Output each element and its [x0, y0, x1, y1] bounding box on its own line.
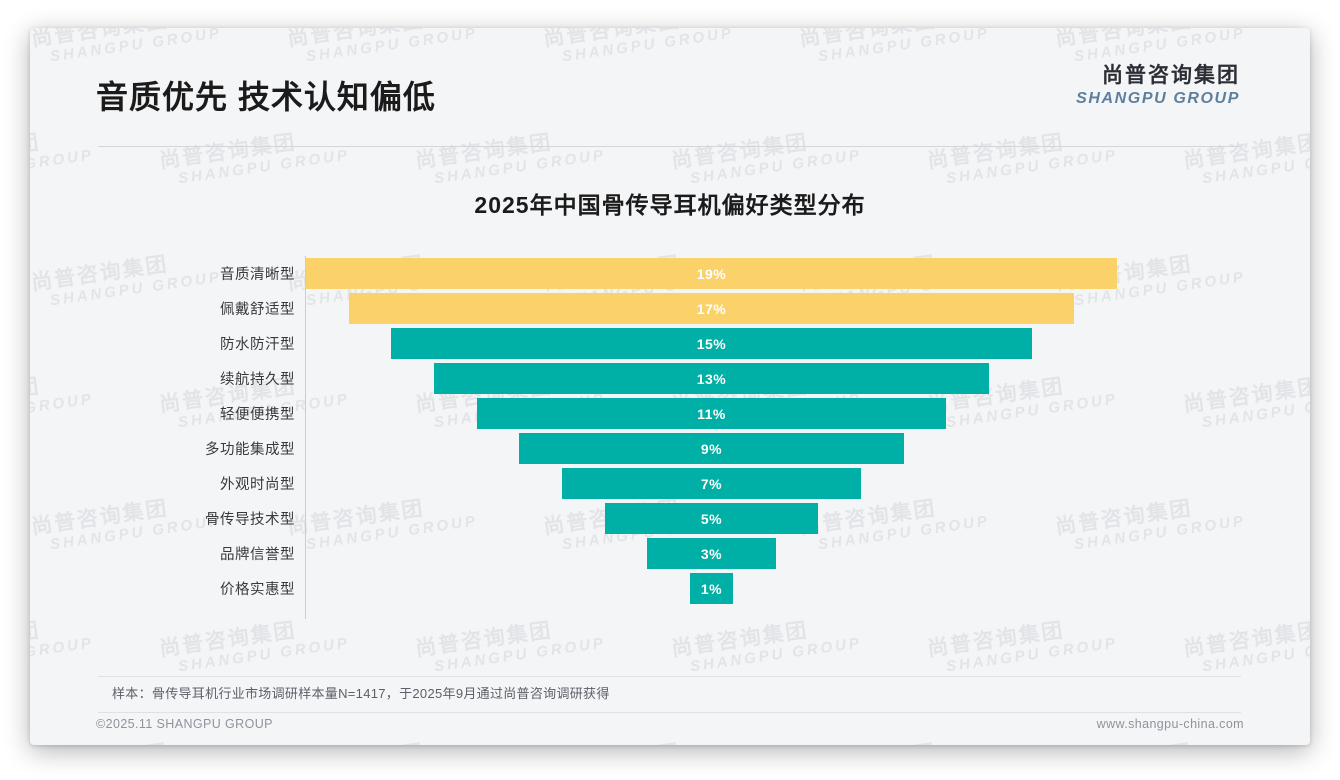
- category-label: 品牌信誉型: [220, 547, 295, 563]
- footnote-separator-top: [98, 676, 1241, 677]
- funnel-bar[interactable]: 19%: [306, 258, 1117, 289]
- bar-value-label: 3%: [700, 545, 723, 562]
- slide-header: 音质优先 技术认知偏低 尚普咨询集团 SHANGPU GROUP: [30, 28, 1310, 120]
- bar-track: 7%: [306, 468, 1306, 499]
- funnel-row: 音质清晰型 19%: [30, 256, 1310, 291]
- category-label: 骨传导技术型: [205, 512, 295, 528]
- funnel-bar[interactable]: 15%: [391, 328, 1032, 359]
- category-label: 轻便便携型: [220, 407, 295, 423]
- bar-value-label: 19%: [696, 265, 727, 282]
- bar-value-label: 15%: [696, 335, 727, 352]
- bar-track: 3%: [306, 538, 1306, 569]
- chart-area: 2025年中国骨传导耳机偏好类型分布 音质清晰型 19% 佩戴舒适型 17% 防水防汗型…: [30, 158, 1310, 678]
- bar-value-label: 5%: [700, 510, 723, 527]
- sample-footnote: 样本：骨传导耳机行业市场调研样本量N=1417，于2025年9月通过尚普咨询调研…: [112, 686, 610, 701]
- funnel-bar[interactable]: 9%: [519, 433, 904, 464]
- funnel-row: 外观时尚型 7%: [30, 466, 1310, 501]
- bar-track: 9%: [306, 433, 1306, 464]
- page-title: 音质优先 技术认知偏低: [96, 79, 436, 115]
- funnel-row: 多功能集成型 9%: [30, 431, 1310, 466]
- bar-track: 13%: [306, 363, 1306, 394]
- bar-track: 5%: [306, 503, 1306, 534]
- bar-track: 1%: [306, 573, 1306, 604]
- bar-value-label: 17%: [696, 300, 727, 317]
- brand-name-en: SHANGPU GROUP: [1076, 89, 1240, 107]
- footer-copyright: ©2025.11 SHANGPU GROUP: [96, 717, 273, 731]
- bar-value-label: 9%: [700, 440, 723, 457]
- funnel-row: 佩戴舒适型 17%: [30, 291, 1310, 326]
- funnel-chart: 音质清晰型 19% 佩戴舒适型 17% 防水防汗型 15% 续航持久型 13% 轻便便携型 11%…: [30, 256, 1310, 619]
- category-label: 佩戴舒适型: [220, 302, 295, 318]
- bar-track: 19%: [306, 258, 1306, 289]
- category-label: 多功能集成型: [205, 442, 295, 458]
- funnel-bar[interactable]: 3%: [647, 538, 776, 569]
- footnote-separator-bottom: [98, 712, 1241, 713]
- bar-value-label: 13%: [696, 370, 727, 387]
- category-label: 音质清晰型: [220, 267, 295, 283]
- funnel-bar[interactable]: 1%: [690, 573, 733, 604]
- header-divider: [98, 146, 1241, 147]
- category-label: 价格实惠型: [220, 582, 295, 598]
- chart-axis-line: [305, 256, 306, 619]
- funnel-bar[interactable]: 5%: [604, 503, 819, 534]
- funnel-bar[interactable]: 11%: [476, 398, 947, 429]
- bar-value-label: 1%: [700, 580, 723, 597]
- bar-track: 15%: [306, 328, 1306, 359]
- slide-footer: ©2025.11 SHANGPU GROUP www.shangpu-china…: [30, 713, 1310, 745]
- bar-value-label: 7%: [700, 475, 723, 492]
- category-label: 外观时尚型: [220, 477, 295, 493]
- funnel-row: 品牌信誉型 3%: [30, 536, 1310, 571]
- bar-track: 11%: [306, 398, 1306, 429]
- funnel-row: 轻便便携型 11%: [30, 396, 1310, 431]
- funnel-bar[interactable]: 17%: [348, 293, 1075, 324]
- chart-title: 2025年中国骨传导耳机偏好类型分布: [474, 192, 866, 218]
- slide-card: 尚普咨询集团 SHANGPU GROUP 尚普咨询集团 SHANGPU GROUP 尚普…: [30, 28, 1310, 745]
- category-label: 续航持久型: [220, 372, 295, 388]
- funnel-row: 骨传导技术型 5%: [30, 501, 1310, 536]
- category-label: 防水防汗型: [220, 337, 295, 353]
- funnel-row: 价格实惠型 1%: [30, 571, 1310, 606]
- funnel-row: 防水防汗型 15%: [30, 326, 1310, 361]
- brand-logo: 尚普咨询集团 SHANGPU GROUP: [1076, 64, 1240, 108]
- funnel-row: 续航持久型 13%: [30, 361, 1310, 396]
- brand-name-cn: 尚普咨询集团: [1102, 64, 1240, 87]
- footer-website[interactable]: www.shangpu-china.com: [1096, 717, 1244, 731]
- funnel-bar[interactable]: 7%: [562, 468, 861, 499]
- funnel-rows: 音质清晰型 19% 佩戴舒适型 17% 防水防汗型 15% 续航持久型 13% 轻便便携型 11%…: [30, 256, 1310, 606]
- bar-track: 17%: [306, 293, 1306, 324]
- funnel-bar[interactable]: 13%: [434, 363, 989, 394]
- bar-value-label: 11%: [697, 405, 726, 422]
